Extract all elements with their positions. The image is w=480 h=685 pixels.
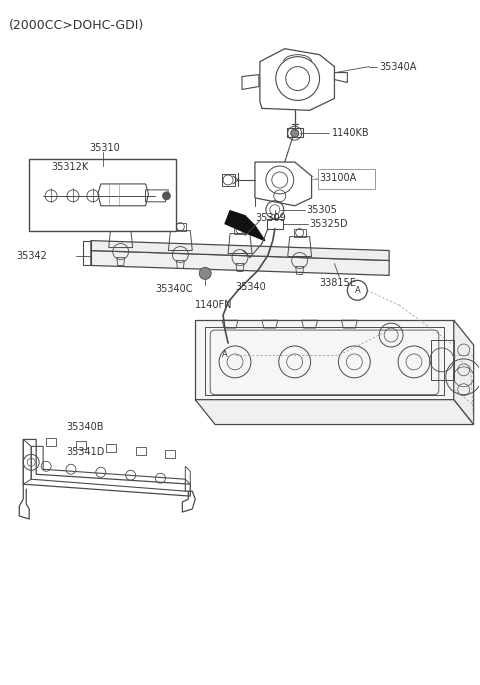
Text: 35342: 35342 xyxy=(16,251,47,260)
Bar xyxy=(29,159,176,231)
Text: 1140FN: 1140FN xyxy=(195,300,233,310)
Circle shape xyxy=(223,339,233,349)
Polygon shape xyxy=(454,320,474,425)
Text: 35305: 35305 xyxy=(307,205,337,215)
Polygon shape xyxy=(91,251,389,275)
Circle shape xyxy=(199,267,211,279)
Text: 35340C: 35340C xyxy=(156,284,193,295)
Polygon shape xyxy=(195,320,454,399)
Text: 35325D: 35325D xyxy=(310,219,348,229)
Text: 35341D: 35341D xyxy=(66,447,104,458)
Text: 33815E: 33815E xyxy=(320,278,357,288)
Circle shape xyxy=(162,192,170,200)
Text: 35340B: 35340B xyxy=(66,421,104,432)
Circle shape xyxy=(291,129,299,137)
Text: 1140KB: 1140KB xyxy=(332,128,369,138)
Text: 33100A: 33100A xyxy=(320,173,357,183)
Text: 35340: 35340 xyxy=(235,282,266,292)
Text: A: A xyxy=(354,286,360,295)
Text: 35312K: 35312K xyxy=(51,162,88,172)
Polygon shape xyxy=(195,399,474,425)
Text: 35340A: 35340A xyxy=(379,62,417,72)
Bar xyxy=(318,169,375,189)
Bar xyxy=(205,327,444,395)
Text: A: A xyxy=(222,351,228,360)
Polygon shape xyxy=(91,240,389,260)
Text: 35310: 35310 xyxy=(89,143,120,153)
Text: 35309: 35309 xyxy=(255,213,286,223)
Polygon shape xyxy=(225,211,265,240)
Text: (2000CC>DOHC-GDI): (2000CC>DOHC-GDI) xyxy=(9,19,144,32)
